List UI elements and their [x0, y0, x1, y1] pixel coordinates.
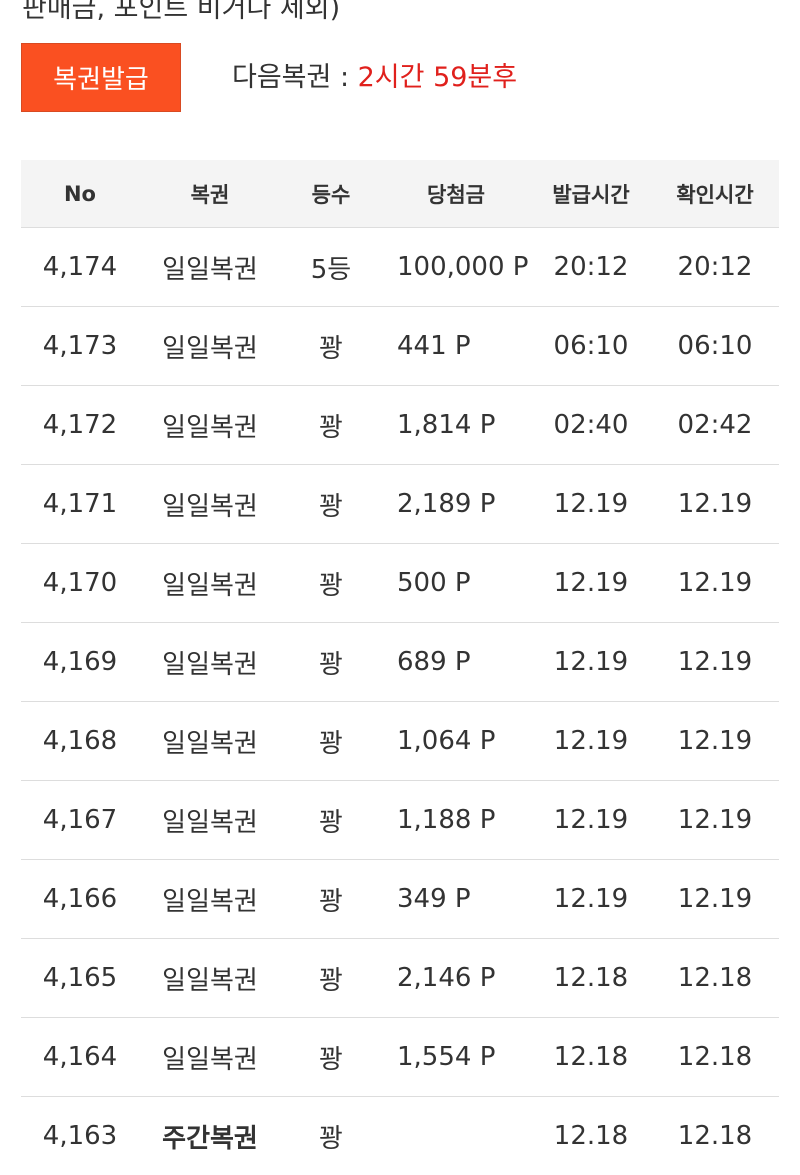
- cell-rank: 꽝: [281, 623, 381, 702]
- cell-issue-time: 20:12: [531, 228, 651, 307]
- cell-lottery: 일일복권: [139, 623, 281, 702]
- cell-no: 4,172: [21, 386, 139, 465]
- cell-check-time: 06:10: [651, 307, 779, 386]
- cell-lottery: 일일복권: [139, 465, 281, 544]
- cell-no: 4,173: [21, 307, 139, 386]
- cell-check-time: 12.19: [651, 623, 779, 702]
- cell-check-time: 12.19: [651, 860, 779, 939]
- cell-issue-time: 12.19: [531, 623, 651, 702]
- cell-prize: 2,189 P: [381, 465, 531, 544]
- cell-check-time: 12.19: [651, 465, 779, 544]
- cell-rank: 꽝: [281, 702, 381, 781]
- cell-check-time: 12.18: [651, 1097, 779, 1175]
- cell-lottery: 일일복권: [139, 702, 281, 781]
- cell-prize: 1,064 P: [381, 702, 531, 781]
- cell-issue-time: 12.19: [531, 702, 651, 781]
- cell-prize: [381, 1097, 531, 1175]
- cell-issue-time: 12.19: [531, 465, 651, 544]
- cell-lottery: 일일복권: [139, 939, 281, 1018]
- cell-issue-time: 12.19: [531, 544, 651, 623]
- notice-text: 판매금, 포인트 비거나 제외): [22, 0, 340, 25]
- cell-lottery: 일일복권: [139, 860, 281, 939]
- next-lottery-info: 다음복권 : 2시간 59분후: [232, 55, 517, 94]
- cell-no: 4,163: [21, 1097, 139, 1175]
- cell-prize: 1,554 P: [381, 1018, 531, 1097]
- cell-rank: 꽝: [281, 544, 381, 623]
- cell-rank: 꽝: [281, 386, 381, 465]
- cell-rank: 꽝: [281, 860, 381, 939]
- cell-prize: 1,814 P: [381, 386, 531, 465]
- cell-lottery: 일일복권: [139, 386, 281, 465]
- next-label: 다음복권 :: [232, 62, 358, 93]
- cell-rank: 꽝: [281, 1018, 381, 1097]
- cell-no: 4,169: [21, 623, 139, 702]
- cell-issue-time: 12.19: [531, 860, 651, 939]
- header-lottery: 복권: [139, 160, 281, 228]
- cell-check-time: 02:42: [651, 386, 779, 465]
- cell-rank: 꽝: [281, 1097, 381, 1175]
- cell-rank: 꽝: [281, 781, 381, 860]
- cell-prize: 2,146 P: [381, 939, 531, 1018]
- cell-no: 4,165: [21, 939, 139, 1018]
- header-issue-time: 발급시간: [531, 160, 651, 228]
- cell-lottery: 일일복권: [139, 228, 281, 307]
- cell-rank: 꽝: [281, 307, 381, 386]
- cell-no: 4,170: [21, 544, 139, 623]
- cell-rank: 꽝: [281, 939, 381, 1018]
- cell-rank: 5등: [281, 228, 381, 307]
- cell-issue-time: 12.18: [531, 1097, 651, 1175]
- cell-issue-time: 06:10: [531, 307, 651, 386]
- cell-check-time: 12.19: [651, 781, 779, 860]
- cell-check-time: 12.18: [651, 1018, 779, 1097]
- cell-lottery: 일일복권: [139, 781, 281, 860]
- cell-no: 4,164: [21, 1018, 139, 1097]
- cell-prize: 441 P: [381, 307, 531, 386]
- cell-prize: 100,000 P: [381, 228, 531, 307]
- cell-prize: 349 P: [381, 860, 531, 939]
- cell-issue-time: 12.18: [531, 939, 651, 1018]
- cell-no: 4,171: [21, 465, 139, 544]
- cell-prize: 689 P: [381, 623, 531, 702]
- cell-no: 4,166: [21, 860, 139, 939]
- header-no: No: [21, 160, 139, 228]
- next-time: 2시간 59분후: [358, 62, 517, 93]
- cell-check-time: 12.19: [651, 544, 779, 623]
- cell-no: 4,168: [21, 702, 139, 781]
- cell-lottery: 주간복권: [139, 1097, 281, 1175]
- header-rank: 등수: [281, 160, 381, 228]
- cell-issue-time: 12.18: [531, 1018, 651, 1097]
- cell-lottery: 일일복권: [139, 307, 281, 386]
- cell-lottery: 일일복권: [139, 1018, 281, 1097]
- cell-issue-time: 12.19: [531, 781, 651, 860]
- cell-issue-time: 02:40: [531, 386, 651, 465]
- header-check-time: 확인시간: [651, 160, 779, 228]
- cell-check-time: 20:12: [651, 228, 779, 307]
- issue-lottery-button[interactable]: 복권발급: [21, 43, 181, 112]
- header-prize: 당첨금: [381, 160, 531, 228]
- cell-check-time: 12.19: [651, 702, 779, 781]
- cell-lottery: 일일복권: [139, 544, 281, 623]
- cell-check-time: 12.18: [651, 939, 779, 1018]
- cell-rank: 꽝: [281, 465, 381, 544]
- cell-prize: 1,188 P: [381, 781, 531, 860]
- cell-prize: 500 P: [381, 544, 531, 623]
- cell-no: 4,174: [21, 228, 139, 307]
- cell-no: 4,167: [21, 781, 139, 860]
